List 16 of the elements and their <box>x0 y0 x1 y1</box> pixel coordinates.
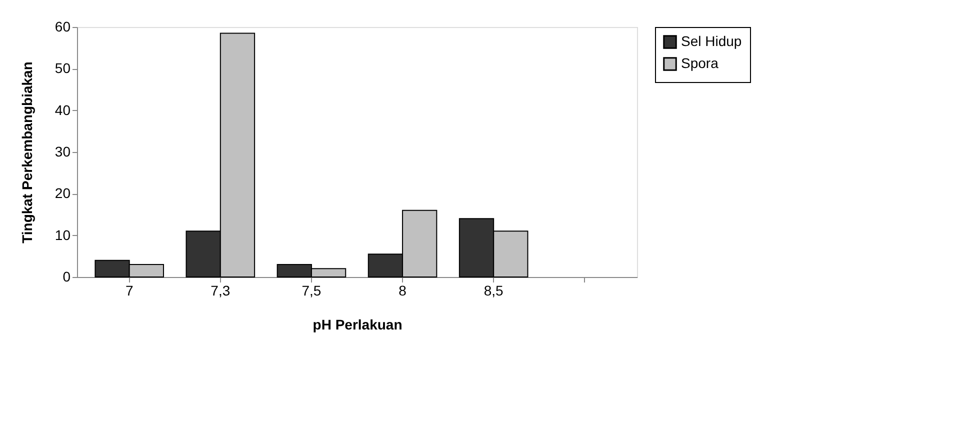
x-tick-label: 7,3 <box>210 282 230 298</box>
y-tick-label: 50 <box>54 60 71 76</box>
x-tick-label: 8 <box>398 282 407 298</box>
y-axis-title: Tingkat Perkembangbiakan <box>18 62 35 244</box>
x-axis-title: pH Perlakuan <box>312 316 402 332</box>
x-tick-label: 8,5 <box>484 282 504 298</box>
y-tick-label: 10 <box>54 226 71 243</box>
y-tick-label: 0 <box>62 268 71 284</box>
y-tick-label: 20 <box>54 185 71 202</box>
x-tick-label: 7,5 <box>302 282 322 298</box>
y-tick-label: 30 <box>54 144 71 160</box>
y-tick-label: 60 <box>54 18 71 34</box>
legend-label: Spora <box>681 55 719 71</box>
y-tick-label: 40 <box>54 102 71 118</box>
x-tick-label: 7 <box>125 282 134 298</box>
legend-label: Sel Hidup <box>681 33 742 49</box>
